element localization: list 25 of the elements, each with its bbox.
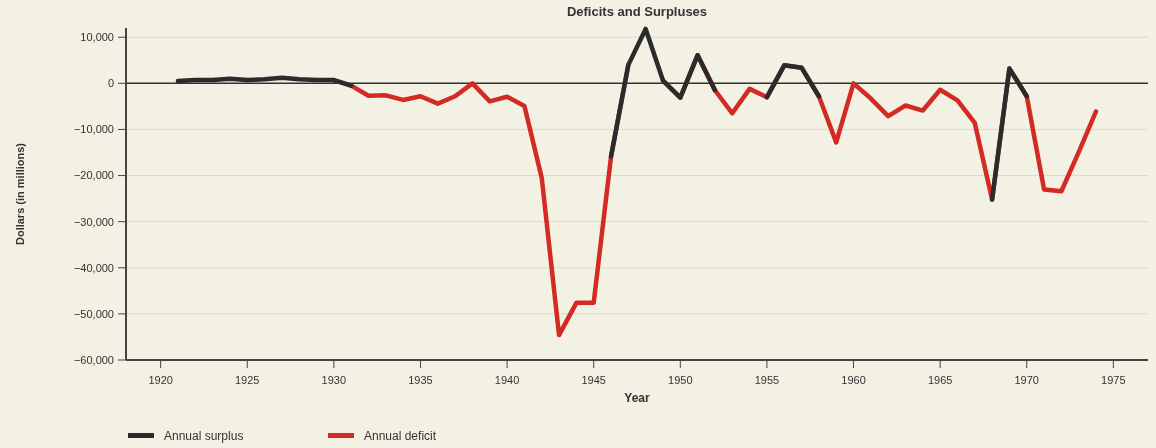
x-tick-label: 1970 [1014,374,1039,386]
x-tick-label: 1960 [841,374,866,386]
x-tick-label: 1965 [927,374,953,386]
y-tick-label: −40,000 [73,261,114,274]
x-tick-label: 1920 [148,374,173,386]
y-tick-label: 10,000 [80,31,114,44]
y-tick-label: −30,000 [73,215,114,228]
legend-label: Annual deficit [364,429,437,444]
x-tick-label: 1930 [321,374,347,386]
y-tick-label: −60,000 [73,353,114,366]
x-tick-label: 1925 [235,374,260,386]
x-tick-label: 1945 [581,374,606,386]
chart-title: Deficits and Surpluses [566,4,708,19]
y-tick-label: −20,000 [73,169,114,182]
x-axis-title: Year [624,391,651,405]
y-tick-label: −50,000 [73,307,114,320]
x-tick-label: 1935 [408,374,433,386]
x-tick-label: 1940 [494,374,520,386]
y-tick-label: 0 [107,77,114,90]
legend-label: Annual surplus [164,429,244,444]
x-tick-label: 1975 [1101,374,1126,386]
y-axis-title: Dollars (in millions) [14,142,26,246]
x-tick-label: 1950 [668,374,693,386]
y-tick-label: −10,000 [73,123,114,136]
x-tick-label: 1955 [754,374,780,386]
